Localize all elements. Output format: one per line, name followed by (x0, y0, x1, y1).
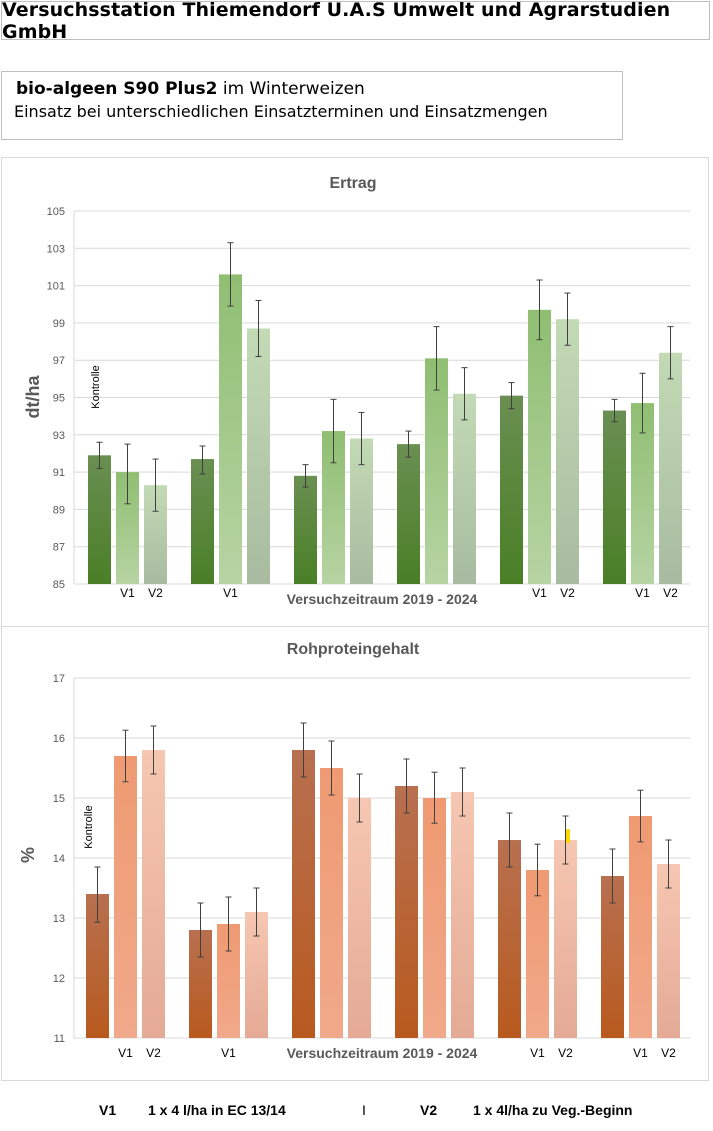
legend-v1-label: V1 (99, 1102, 117, 1118)
bar (320, 768, 343, 1038)
bar (142, 750, 165, 1038)
bar (322, 431, 345, 584)
charts-frame (1, 157, 709, 1081)
y-tick-label: 91 (53, 467, 65, 479)
bar (629, 816, 652, 1038)
y-tick-label: 11 (54, 1033, 65, 1045)
bar (657, 864, 680, 1038)
chart-divider (1, 626, 709, 627)
bar (500, 395, 523, 584)
bar (86, 894, 109, 1038)
category-label: V2 (558, 1046, 573, 1060)
bar (116, 472, 139, 584)
bar (189, 930, 212, 1038)
category-label: V2 (560, 586, 575, 600)
y-tick-label: 87 (53, 542, 65, 554)
y-tick-label: 14 (53, 853, 65, 865)
bar (191, 459, 214, 584)
y-tick-label: 16 (53, 733, 65, 745)
legend-separator: I (362, 1102, 366, 1118)
bar (217, 924, 240, 1038)
y-tick-label: 99 (53, 318, 65, 330)
bar (601, 876, 624, 1038)
y-axis-title: dt/ha (23, 375, 43, 419)
category-label: V1 (118, 1046, 133, 1060)
bar (423, 798, 446, 1038)
y-tick-label: 97 (53, 355, 65, 367)
bar (631, 403, 654, 584)
product-crop: im Winterweizen (217, 79, 365, 99)
category-label: V1 (633, 1046, 648, 1060)
rohprotein-chart: Rohproteingehalt 11 12 13 14 15 16 17% V1 V2 V1 V1 V… (18, 641, 690, 1061)
product-heading: bio-algeen S90 Plus2 im Winterweizen (16, 78, 622, 100)
y-tick-label: 89 (53, 504, 65, 516)
chart-title: Ertrag (329, 175, 376, 192)
page-title: Versuchsstation Thiemendorf U.A.S Umwelt… (2, 0, 671, 43)
bar (114, 756, 137, 1038)
bar (556, 319, 579, 584)
category-label: V1 (635, 586, 650, 600)
bar (528, 309, 551, 584)
y-axis-title: % (18, 847, 38, 863)
category-label: V1 (532, 586, 547, 600)
y-tick-label: 101 (47, 281, 65, 293)
x-axis-title: Versuchzeitraum 2019 - 2024 (287, 1045, 478, 1061)
category-label: V2 (661, 1046, 676, 1060)
ertrag-chart: Ertrag 85 87 89 91 93 95 97 99 101 103 105 dt/ha V1 V2… (23, 175, 690, 607)
y-tick-label: 17 (53, 673, 65, 685)
y-tick-label: 12 (53, 973, 65, 985)
y-tick-label: 105 (47, 206, 65, 218)
header-box: Versuchsstation Thiemendorf U.A.S Umwelt… (1, 0, 710, 43)
y-tick-label: 15 (53, 793, 65, 805)
kontrolle-annotation: Kontrolle (83, 805, 95, 848)
legend-v2-label: V2 (420, 1102, 438, 1118)
category-label: V2 (148, 586, 163, 600)
bar (659, 352, 682, 584)
bar (292, 750, 315, 1038)
highlight-mark (566, 829, 570, 843)
category-label: V1 (120, 586, 135, 600)
y-tick-label: 103 (47, 243, 65, 255)
bar (245, 912, 268, 1038)
bar (451, 792, 474, 1038)
kontrolle-annotation: Kontrolle (90, 365, 102, 408)
bar (397, 444, 420, 584)
bar (425, 358, 448, 584)
y-tick-label: 95 (53, 393, 65, 405)
product-box: bio-algeen S90 Plus2 im Winterweizen Ein… (1, 71, 623, 140)
bar (350, 438, 373, 584)
bar (348, 798, 371, 1038)
x-axis-title: Versuchzeitraum 2019 - 2024 (287, 591, 478, 607)
bar (453, 393, 476, 584)
y-tick-label: 93 (53, 430, 65, 442)
y-tick-label: 85 (53, 579, 65, 591)
footer-legend: V1 1 x 4 l/ha in EC 13/14 I V2 1 x 4l/ha… (0, 1100, 713, 1124)
category-label: V1 (221, 1046, 236, 1060)
bar (498, 840, 521, 1038)
legend-v1-text: 1 x 4 l/ha in EC 13/14 (148, 1102, 286, 1118)
bar (219, 274, 242, 584)
bar (526, 870, 549, 1038)
category-label: V1 (223, 586, 238, 600)
bar (603, 410, 626, 584)
category-label: V2 (146, 1046, 161, 1060)
chart-title: Rohproteingehalt (287, 641, 420, 658)
bar (395, 786, 418, 1038)
bar (88, 455, 111, 584)
product-description: Einsatz bei unterschiedlichen Einsatzter… (14, 102, 548, 121)
category-label: V2 (663, 586, 678, 600)
y-tick-label: 13 (53, 913, 65, 925)
category-label: V1 (530, 1046, 545, 1060)
bar (247, 328, 270, 584)
bar (554, 840, 577, 1038)
bar (144, 485, 167, 584)
product-name: bio-algeen S90 Plus2 (16, 79, 218, 99)
legend-v2-text: 1 x 4l/ha zu Veg.-Beginn (473, 1102, 633, 1118)
bar (294, 475, 317, 584)
